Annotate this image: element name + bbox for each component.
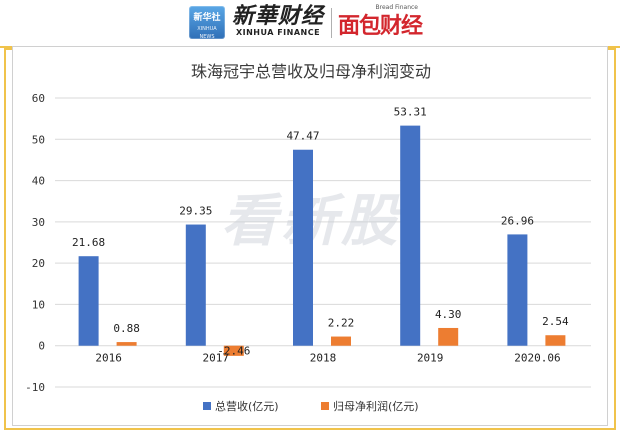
gridlines (55, 97, 591, 388)
header-bar: 新华社 XINHUA NEWS 新華财经 XINHUA FINANCE Brea… (0, 0, 620, 48)
bar-net-profit (331, 336, 351, 346)
xinhua-finance-en: XINHUA FINANCE (235, 28, 321, 37)
legend-swatch-revenue (203, 402, 211, 410)
data-labels: 21.68 0.88 29.35 -2.46 47.47 2.22 53.31 4.30 26.… (72, 106, 569, 358)
xinhua-news-logo: 新华社 XINHUA NEWS (189, 6, 225, 40)
data-label-revenue: 26.96 (501, 214, 534, 227)
bar-revenue (78, 256, 99, 346)
data-label-net-profit: 2.54 (542, 315, 569, 328)
x-category-label: 2018 (310, 352, 337, 365)
x-axis-categories: 2016 2017 2018 2019 2020.06 (95, 352, 560, 365)
data-label-revenue: 47.47 (286, 130, 319, 143)
y-tick-label: 10 (32, 298, 45, 311)
bar-net-profit (116, 342, 137, 346)
bar-net-profit (438, 327, 459, 346)
y-tick-label: 60 (32, 92, 45, 105)
y-axis-ticks: -10 0 10 20 30 40 50 60 (25, 92, 45, 394)
y-tick-label: 30 (32, 216, 45, 229)
bread-finance-en: Bread Finance (375, 4, 419, 11)
xinhua-finance-logo: 新華财经 XINHUA FINANCE (232, 4, 324, 42)
bar-revenue (507, 234, 528, 346)
bread-finance-cn: 面包财经 (338, 13, 423, 39)
xinhua-finance-cn: 新華财经 (232, 3, 325, 29)
data-label-revenue: 29.35 (179, 205, 212, 218)
x-category-label: 2016 (95, 352, 122, 365)
header-divider (331, 8, 332, 38)
bar-net-profit (545, 335, 566, 346)
y-tick-label: 0 (38, 340, 45, 353)
legend-swatch-net-profit (321, 402, 329, 410)
y-tick-label: 40 (32, 175, 45, 188)
x-category-label: 2019 (417, 352, 444, 365)
bar-revenue (185, 224, 206, 346)
bar-revenue (400, 125, 421, 346)
y-tick-label: -10 (25, 381, 45, 394)
data-label-net-profit: 4.30 (435, 308, 462, 321)
bar-revenue (293, 149, 313, 346)
y-tick-label: 50 (32, 133, 45, 146)
x-category-label: 2020.06 (514, 352, 560, 365)
data-label-net-profit: 2.22 (328, 317, 355, 330)
bread-finance-logo: Bread Finance 面包财经 (338, 4, 428, 42)
bar-net-profit (223, 345, 244, 356)
x-category-label: 2017 (203, 352, 230, 365)
chart-title: 珠海冠宇总营收及归母净利润变动 (191, 62, 431, 81)
y-tick-label: 20 (32, 257, 45, 270)
badge-cn: 新华社 (193, 13, 221, 23)
badge-en: XINHUA NEWS (197, 26, 217, 40)
legend-label-net-profit: 归母净利润(亿元) (333, 399, 419, 413)
data-label-revenue: 53.31 (394, 106, 427, 119)
bars (78, 125, 566, 356)
data-label-revenue: 21.68 (72, 236, 105, 249)
data-label-net-profit: -2.46 (217, 345, 250, 358)
data-label-net-profit: 0.88 (113, 322, 140, 335)
legend-label-revenue: 总营收(亿元) (215, 399, 279, 413)
legend: 总营收(亿元) 归母净利润(亿元) (203, 399, 419, 413)
